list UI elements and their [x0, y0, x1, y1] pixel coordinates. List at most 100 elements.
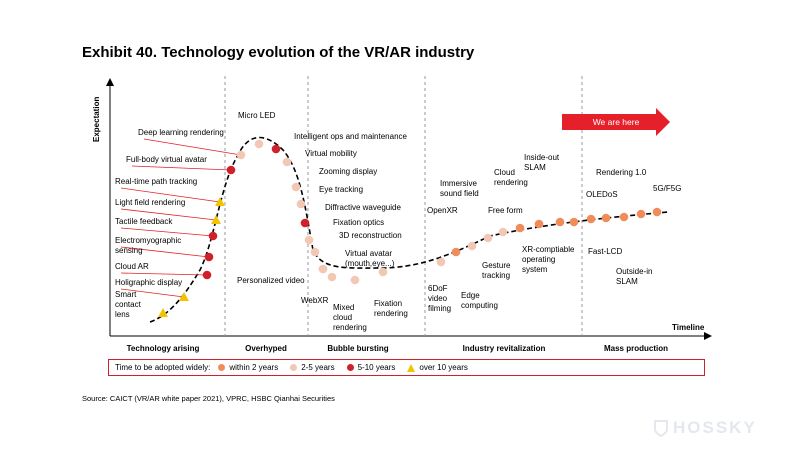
pink-dot-icon [290, 364, 298, 371]
technology-label: Fixation rendering [374, 299, 408, 318]
technology-label-line: Fixation [374, 299, 402, 308]
technology-label: Fixation optics [333, 218, 384, 227]
technology-label-line: computing [461, 301, 498, 310]
technology-label-line: lens [115, 310, 130, 319]
technology-label: Zooming display [319, 167, 377, 176]
technology-label: 5G/F5G [653, 184, 681, 193]
status-dot-marker [601, 213, 611, 223]
status-dot-marker [619, 212, 629, 222]
status-dot-marker [296, 199, 306, 209]
technology-label: Personalized video [237, 276, 305, 285]
source-note: Source: CAICT (VR/AR white paper 2021), … [82, 394, 335, 403]
legend-lead: Time to be adopted widely: [115, 363, 211, 372]
technology-label: Intelligent ops and maintenance [294, 132, 408, 141]
technology-label: Fast-LCD [588, 247, 622, 256]
red-dot-icon [346, 364, 354, 371]
legend: Time to be adopted widely: within 2 year… [108, 359, 705, 376]
status-dot-marker [451, 247, 461, 257]
technology-label-line: Rendering 1.0 [596, 168, 647, 177]
technology-label: Gesture tracking [482, 261, 511, 280]
technology-label-line: Virtual mobility [305, 149, 357, 158]
technology-label-line: Immersive [440, 179, 477, 188]
phase-label: Bubble bursting [327, 344, 388, 353]
leader-line [120, 208, 217, 221]
technology-label-line: sensing [115, 246, 143, 255]
status-dot-marker [204, 252, 214, 262]
status-dot-marker [291, 182, 301, 192]
status-dot-marker [378, 267, 388, 277]
technology-label-line: 6DoF [428, 284, 448, 293]
hype-curve [149, 136, 669, 323]
leader-line [120, 246, 210, 258]
status-dot-marker [636, 209, 646, 219]
technology-label-line: video [428, 294, 448, 303]
legend-label: 2-5 years [301, 363, 335, 372]
technology-label-line: Electromyographic [115, 236, 181, 245]
technology-label: Cloud AR [115, 262, 149, 271]
we-are-here-banner [562, 108, 670, 136]
technology-label-line: Fixation optics [333, 218, 384, 227]
status-dot-marker [236, 150, 246, 160]
yellow-triangle-marker [158, 308, 168, 317]
phase-label: Technology arising [127, 344, 200, 353]
technology-label-line: sound field [440, 189, 479, 198]
we-are-here-label: We are here [593, 117, 640, 127]
legend-label: 5-10 years [357, 363, 396, 372]
technology-label: Outside-in SLAM [616, 267, 652, 286]
technology-label: Smart contact lens [115, 290, 142, 319]
technology-label-line: Micro LED [238, 111, 276, 120]
status-dot-marker [271, 144, 281, 154]
status-dot-marker [436, 257, 446, 267]
leader-line [120, 272, 208, 276]
status-dot-marker [534, 219, 544, 229]
technology-label-line: filming [428, 304, 451, 313]
technology-label-line: Cloud AR [115, 262, 149, 271]
status-dot-marker [555, 217, 565, 227]
technology-label-line: 5G/F5G [653, 184, 681, 193]
technology-label: Immersive sound field [440, 179, 479, 198]
technology-label-line: rendering [333, 323, 367, 332]
technology-label: XR-comptiable operating system [522, 245, 575, 274]
technology-label-line: Mixed [333, 303, 354, 312]
technology-label: Mixed cloud rendering [333, 303, 367, 332]
technology-label: 3D reconstruction [339, 231, 402, 240]
technology-label-line: Light field rendering [115, 198, 185, 207]
technology-label-line: Holigraphic display [115, 278, 182, 287]
legend-item-5-10-years: 5-10 years [346, 363, 396, 372]
technology-label: Virtual mobility [305, 149, 357, 158]
leader-line [120, 288, 185, 298]
technology-label-line: Virtual avatar [345, 249, 392, 258]
status-dot-marker [304, 235, 314, 245]
technology-label-line: Edge [461, 291, 480, 300]
watermark: HOSSKY [652, 418, 757, 438]
technology-label-line: contact [115, 300, 142, 309]
status-dot-marker [586, 214, 596, 224]
technology-label: Full-body virtual avatar [126, 155, 207, 164]
technology-label-line: Full-body virtual avatar [126, 155, 207, 164]
technology-label-line: Free form [488, 206, 523, 215]
technology-label-line: WebXR [301, 296, 329, 305]
technology-label-line: Real-time path tracking [115, 177, 197, 186]
technology-label-line: (mouth,eye...) [345, 259, 395, 268]
technology-label-line: Tactile feedback [115, 217, 173, 226]
legend-label: over 10 years [419, 363, 468, 372]
legend-item-within-2-years: within 2 years [218, 363, 278, 372]
status-dot-marker [467, 241, 477, 251]
technology-label: Light field rendering [115, 198, 185, 207]
technology-label: 6DoF video filming [428, 284, 451, 313]
technology-label: Tactile feedback [115, 217, 173, 226]
status-dot-marker [498, 227, 508, 237]
technology-label: Edge computing [461, 291, 498, 310]
technology-label-line: Diffractive waveguide [325, 203, 401, 212]
technology-label: Real-time path tracking [115, 177, 197, 186]
watermark-text: HOSSKY [673, 418, 757, 437]
technology-label: Diffractive waveguide [325, 203, 401, 212]
shield-logo-icon [654, 420, 668, 437]
technology-label-line: Outside-in [616, 267, 652, 276]
status-dot-marker [226, 165, 236, 175]
leader-line [143, 138, 242, 156]
status-dot-marker [300, 218, 310, 228]
technology-label-line: operating [522, 255, 555, 264]
y-axis-label: Expectation [92, 97, 101, 142]
legend-label: within 2 years [229, 363, 279, 372]
